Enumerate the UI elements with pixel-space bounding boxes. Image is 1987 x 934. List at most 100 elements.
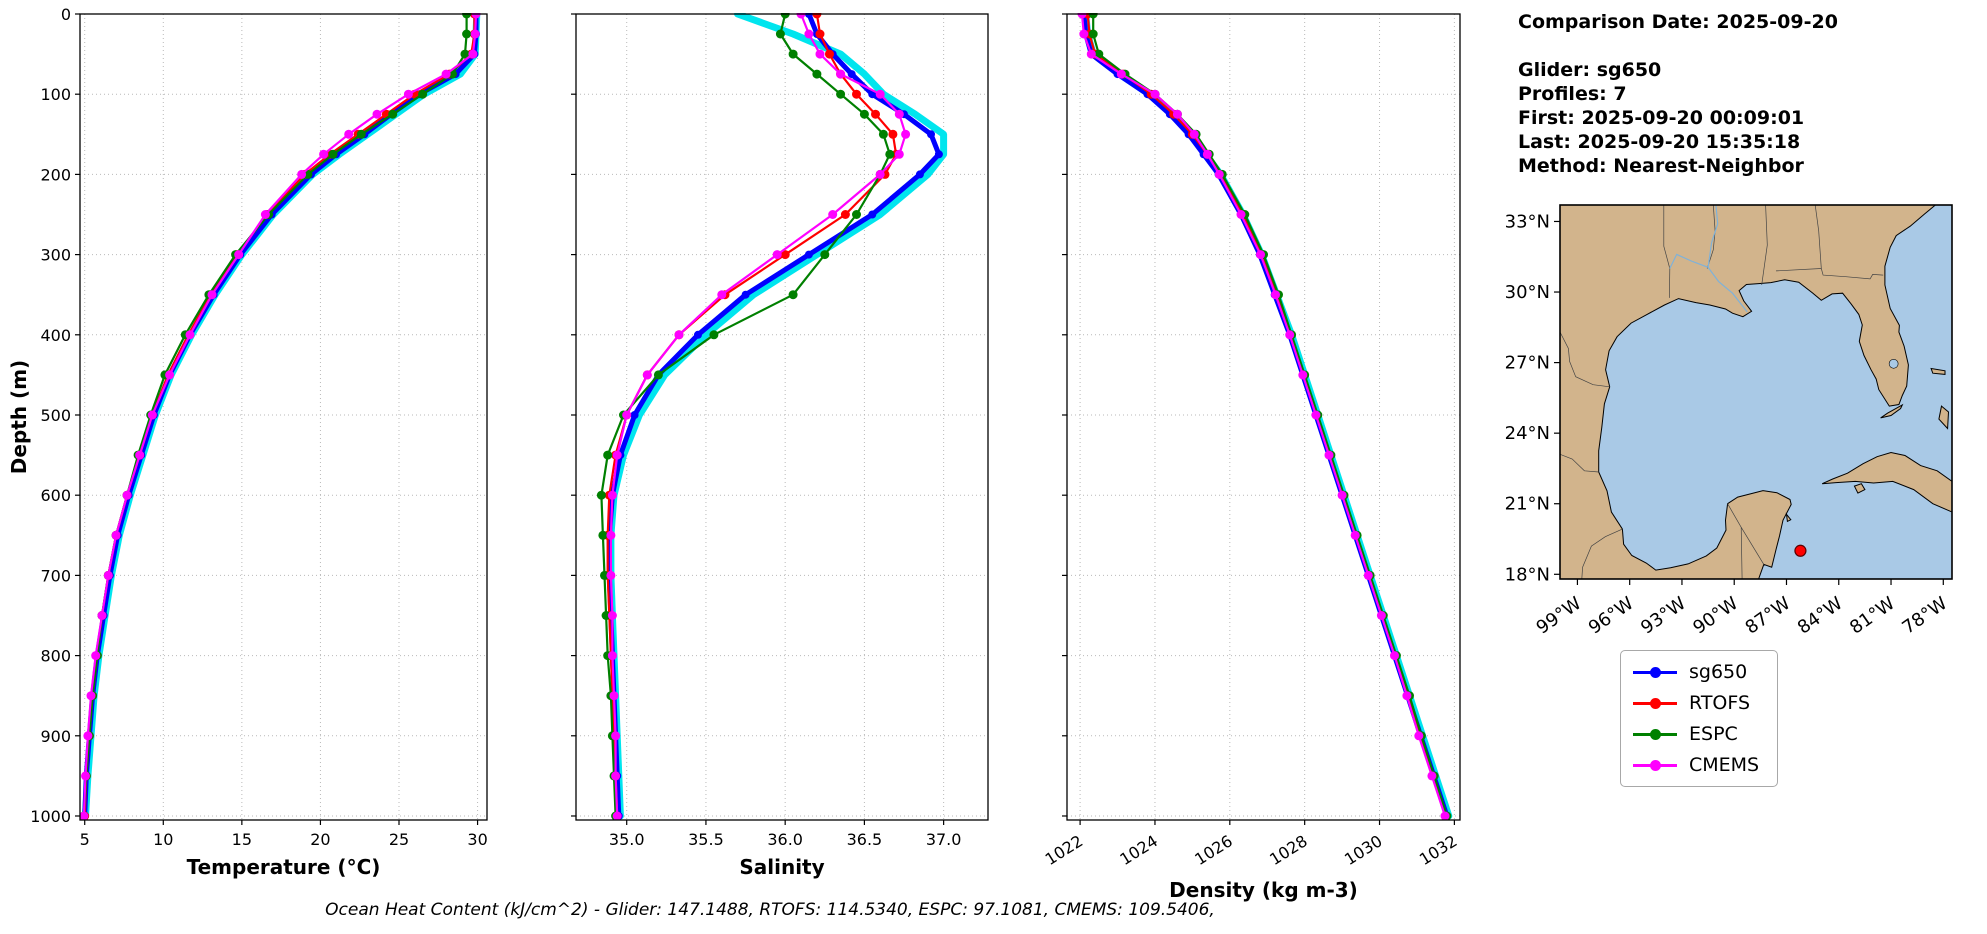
grid-lines <box>576 13 988 820</box>
svg-text:96°W: 96°W <box>1585 593 1638 639</box>
info-panel: Comparison Date: 2025-09-20 Glider: sg65… <box>1518 10 1838 178</box>
svg-text:600: 600 <box>40 486 71 505</box>
series-ESPC-line <box>1092 13 1449 818</box>
land-andros <box>1938 405 1950 430</box>
legend: sg650 RTOFS ESPC CMEMS <box>1620 650 1779 787</box>
svg-text:30°N: 30°N <box>1505 282 1550 303</box>
legend-line-marker-icon <box>1633 728 1677 740</box>
series-RTOFS-line <box>83 13 476 818</box>
comparison-date: Comparison Date: 2025-09-20 <box>1518 11 1838 33</box>
axes-frame <box>79 13 488 821</box>
svg-text:1028: 1028 <box>1266 831 1311 869</box>
temperature-x-axis-label: Temperature (°C) <box>187 855 381 879</box>
x-tick-labels: 5 10 15 20 25 30 <box>80 820 488 849</box>
density-x-axis-label: Density (kg m-3) <box>1169 878 1358 902</box>
admin-borders <box>1560 205 1884 579</box>
land-isla-de-la-juventud <box>1853 483 1866 494</box>
info-spacer <box>1518 34 1838 58</box>
svg-text:20: 20 <box>310 830 330 849</box>
series-CMEMS-markers <box>606 13 911 821</box>
profiles-count: Profiles: 7 <box>1518 83 1627 105</box>
svg-text:25: 25 <box>389 830 409 849</box>
svg-text:33°N: 33°N <box>1505 211 1550 232</box>
svg-text:84°W: 84°W <box>1794 593 1847 639</box>
lake-okeechobee <box>1888 358 1899 369</box>
svg-text:35.0: 35.0 <box>609 830 645 849</box>
salinity-x-axis-label: Salinity <box>739 855 824 879</box>
svg-text:36.0: 36.0 <box>767 830 803 849</box>
first-profile-time: First: 2025-09-20 00:09:01 <box>1518 107 1805 129</box>
series-CMEMS-line <box>609 13 907 818</box>
series-CMEMS-markers <box>80 13 481 821</box>
series-sg650-line <box>1081 13 1450 819</box>
land-mainland-north-america <box>1560 205 1937 579</box>
y-tick-labels <box>571 13 576 817</box>
svg-text:700: 700 <box>40 566 71 585</box>
svg-text:27°N: 27°N <box>1505 353 1550 374</box>
svg-text:1022: 1022 <box>1042 831 1087 869</box>
svg-text:0: 0 <box>61 5 71 24</box>
svg-text:300: 300 <box>40 246 71 265</box>
series-group <box>596 13 948 821</box>
svg-text:15: 15 <box>232 830 252 849</box>
series-RTOFS-markers <box>603 13 901 821</box>
x-tick-labels: 1022 1024 1026 1028 1030 1032 <box>1042 820 1461 869</box>
glider-name: Glider: sg650 <box>1518 59 1662 81</box>
series-group <box>80 13 481 821</box>
legend-label: RTOFS <box>1689 692 1751 714</box>
axes-frame <box>1066 13 1461 821</box>
legend-item-RTOFS: RTOFS <box>1633 692 1759 714</box>
svg-text:100: 100 <box>40 85 71 104</box>
profile-plots: 5 10 15 20 25 3001002003004005006007008009001… <box>7 5 1461 902</box>
svg-text:900: 900 <box>40 727 71 746</box>
svg-text:37.0: 37.0 <box>926 830 962 849</box>
land-cuba <box>1821 451 1952 513</box>
salinity-panel: 35.0 35.5 36.0 36.5 37.0 Salinity <box>571 13 989 879</box>
land-cozumel <box>1785 512 1792 523</box>
legend-label: sg650 <box>1689 661 1748 683</box>
svg-text:1032: 1032 <box>1416 831 1461 869</box>
svg-text:5: 5 <box>80 830 90 849</box>
svg-text:81°W: 81°W <box>1846 593 1899 639</box>
svg-text:35.5: 35.5 <box>688 830 724 849</box>
last-profile-time: Last: 2025-09-20 15:35:18 <box>1518 131 1801 153</box>
svg-text:200: 200 <box>40 165 71 184</box>
svg-text:10: 10 <box>153 830 173 849</box>
x-tick-labels: 35.0 35.5 36.0 36.5 37.0 <box>609 820 962 849</box>
svg-text:500: 500 <box>40 406 71 425</box>
legend-item-CMEMS: CMEMS <box>1633 754 1759 776</box>
grid-lines <box>1067 13 1460 820</box>
temperature-panel: 5 10 15 20 25 3001002003004005006007008009001… <box>7 5 488 879</box>
legend-label: CMEMS <box>1689 754 1760 776</box>
svg-text:1026: 1026 <box>1191 831 1236 869</box>
land-florida-keys <box>1880 403 1904 419</box>
land-grand-bahama <box>1930 367 1946 375</box>
glider-position-marker <box>1794 544 1807 557</box>
svg-text:90°W: 90°W <box>1689 593 1742 639</box>
svg-text:800: 800 <box>40 647 71 666</box>
series-ESPC-line <box>82 13 468 818</box>
legend-item-sg650: sg650 <box>1633 661 1759 683</box>
svg-text:24°N: 24°N <box>1505 423 1550 444</box>
svg-text:18°N: 18°N <box>1505 564 1550 585</box>
legend-line-marker-icon <box>1633 697 1677 709</box>
svg-text:99°W: 99°W <box>1533 593 1586 639</box>
location-map: 33°N30°N27°N24°N21°N18°N99°W 96°W 93°W 90°W… <box>1505 204 1953 639</box>
svg-text:1000: 1000 <box>30 807 71 826</box>
grid-lines <box>80 13 487 820</box>
ohc-footer: Ocean Heat Content (kJ/cm^2) - Glider: 1… <box>325 900 1215 920</box>
svg-text:78°W: 78°W <box>1898 593 1951 639</box>
density-panel: 1022 1024 1026 1028 1030 1032 Density (kg m-3) <box>1042 13 1461 902</box>
axes-frame <box>575 13 989 821</box>
svg-text:1024: 1024 <box>1116 831 1161 869</box>
legend-line-marker-icon <box>1633 666 1677 678</box>
legend-item-ESPC: ESPC <box>1633 723 1759 745</box>
series-CMEMS-line <box>82 13 478 818</box>
map-lat-tick-labels: 33°N 30°N 27°N 24°N 21°N 18°N <box>1505 211 1560 585</box>
map-frame <box>1559 204 1953 580</box>
interpolation-method: Method: Nearest-Neighbor <box>1518 155 1804 177</box>
series-RTOFS-line <box>1086 13 1448 818</box>
y-tick-labels <box>1062 13 1067 817</box>
depth-axis-label: Depth (m) <box>7 360 31 474</box>
